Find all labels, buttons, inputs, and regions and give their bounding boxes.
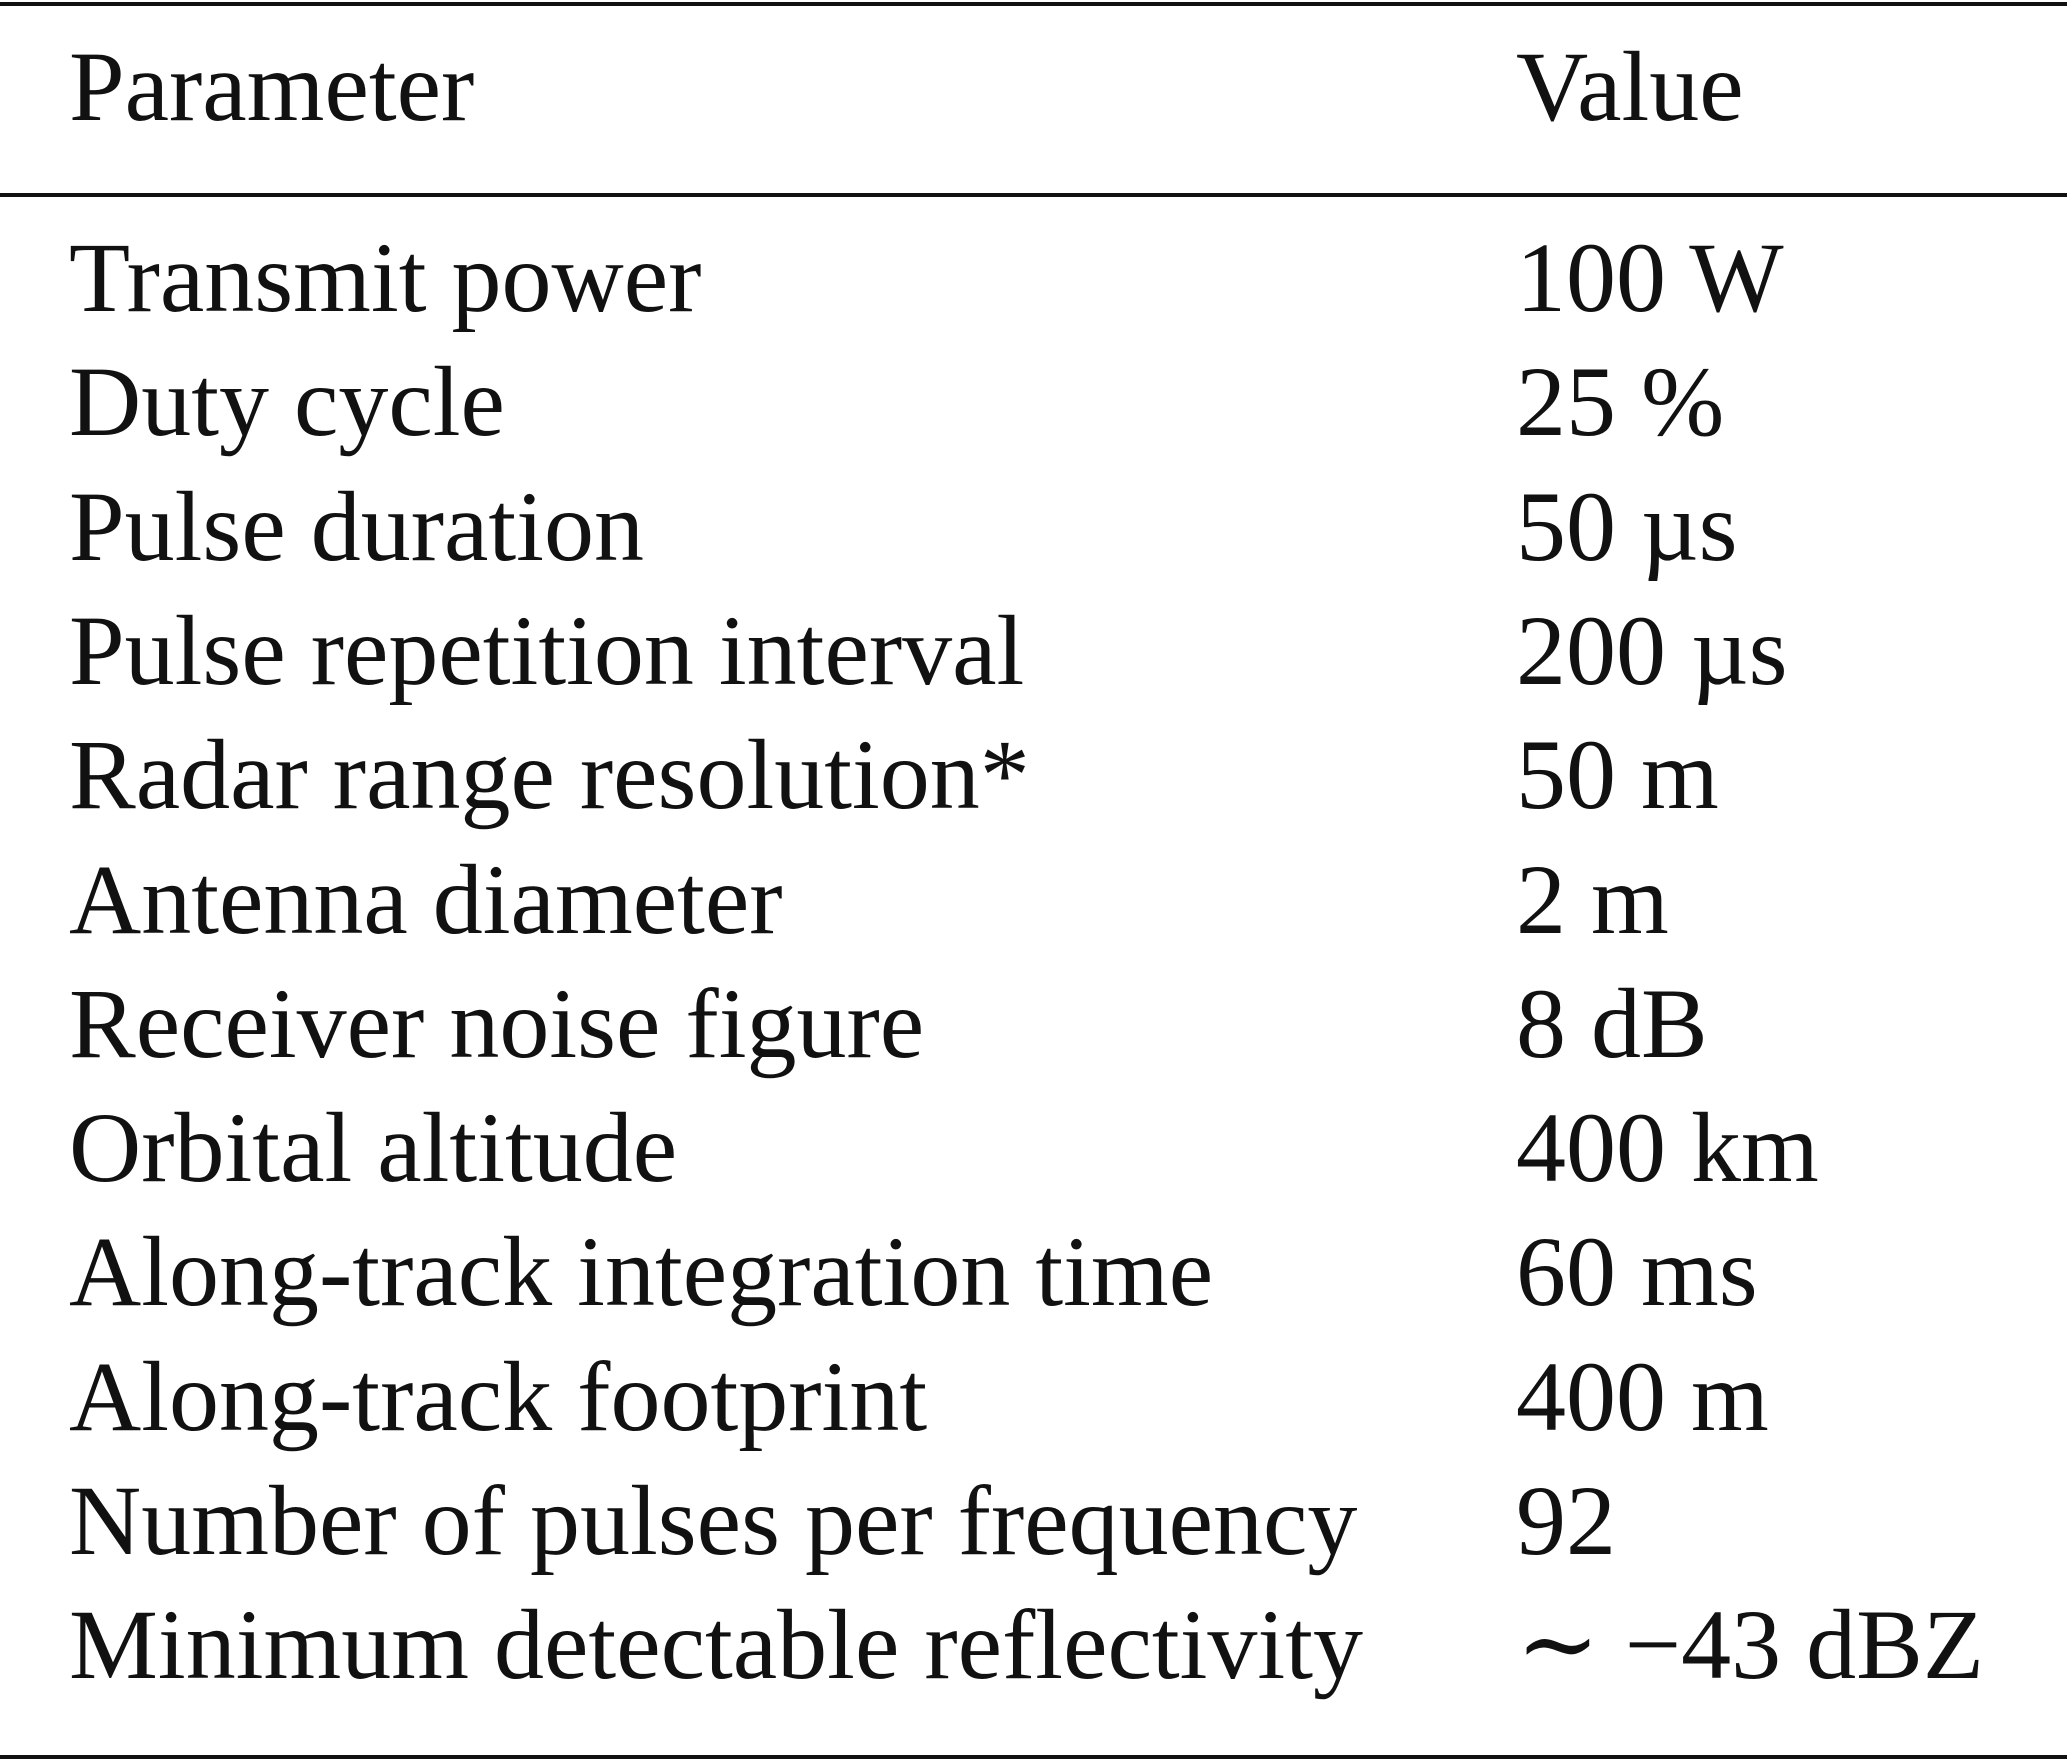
value-cell: ∼ −43 dBZ	[1516, 1589, 1984, 1701]
top-rule	[0, 2, 2067, 6]
value-cell: 200 µs	[1516, 594, 1788, 706]
parameter-cell: Along-track footprint	[69, 1340, 928, 1452]
parameter-cell: Receiver noise figure	[69, 967, 925, 1079]
parameter-cell: Minimum detectable reflectivity	[69, 1589, 1363, 1701]
value-cell: 2 m	[1516, 843, 1669, 955]
value-cell: 25 %	[1516, 346, 1725, 458]
parameter-cell: Along-track integration time	[69, 1216, 1214, 1328]
value-cell: 8 dB	[1516, 967, 1708, 1079]
value-cell: 400 m	[1516, 1340, 1769, 1452]
header-cell: Value	[1516, 31, 1744, 142]
parameter-cell: Antenna diameter	[69, 843, 783, 955]
parameter-cell: Number of pulses per frequency	[69, 1465, 1358, 1576]
header-rule	[0, 193, 2067, 197]
parameter-cell: Orbital altitude	[69, 1092, 678, 1204]
parameter-cell: Pulse duration	[69, 470, 644, 582]
value-cell: 92	[1516, 1465, 1616, 1576]
value-cell: 60 ms	[1516, 1216, 1758, 1328]
parameter-cell: Pulse repetition interval	[69, 594, 1025, 706]
bottom-rule	[0, 1755, 2067, 1759]
parameter-cell: Duty cycle	[69, 346, 505, 458]
header-cell: Parameter	[69, 31, 475, 142]
value-cell: 50 m	[1516, 719, 1719, 831]
value-cell: 400 km	[1516, 1092, 1819, 1204]
parameter-cell: Transmit power	[69, 222, 702, 333]
parameter-cell: Radar range resolution*	[69, 719, 1030, 831]
value-cell: 100 W	[1516, 222, 1784, 333]
value-cell: 50 µs	[1516, 470, 1738, 582]
